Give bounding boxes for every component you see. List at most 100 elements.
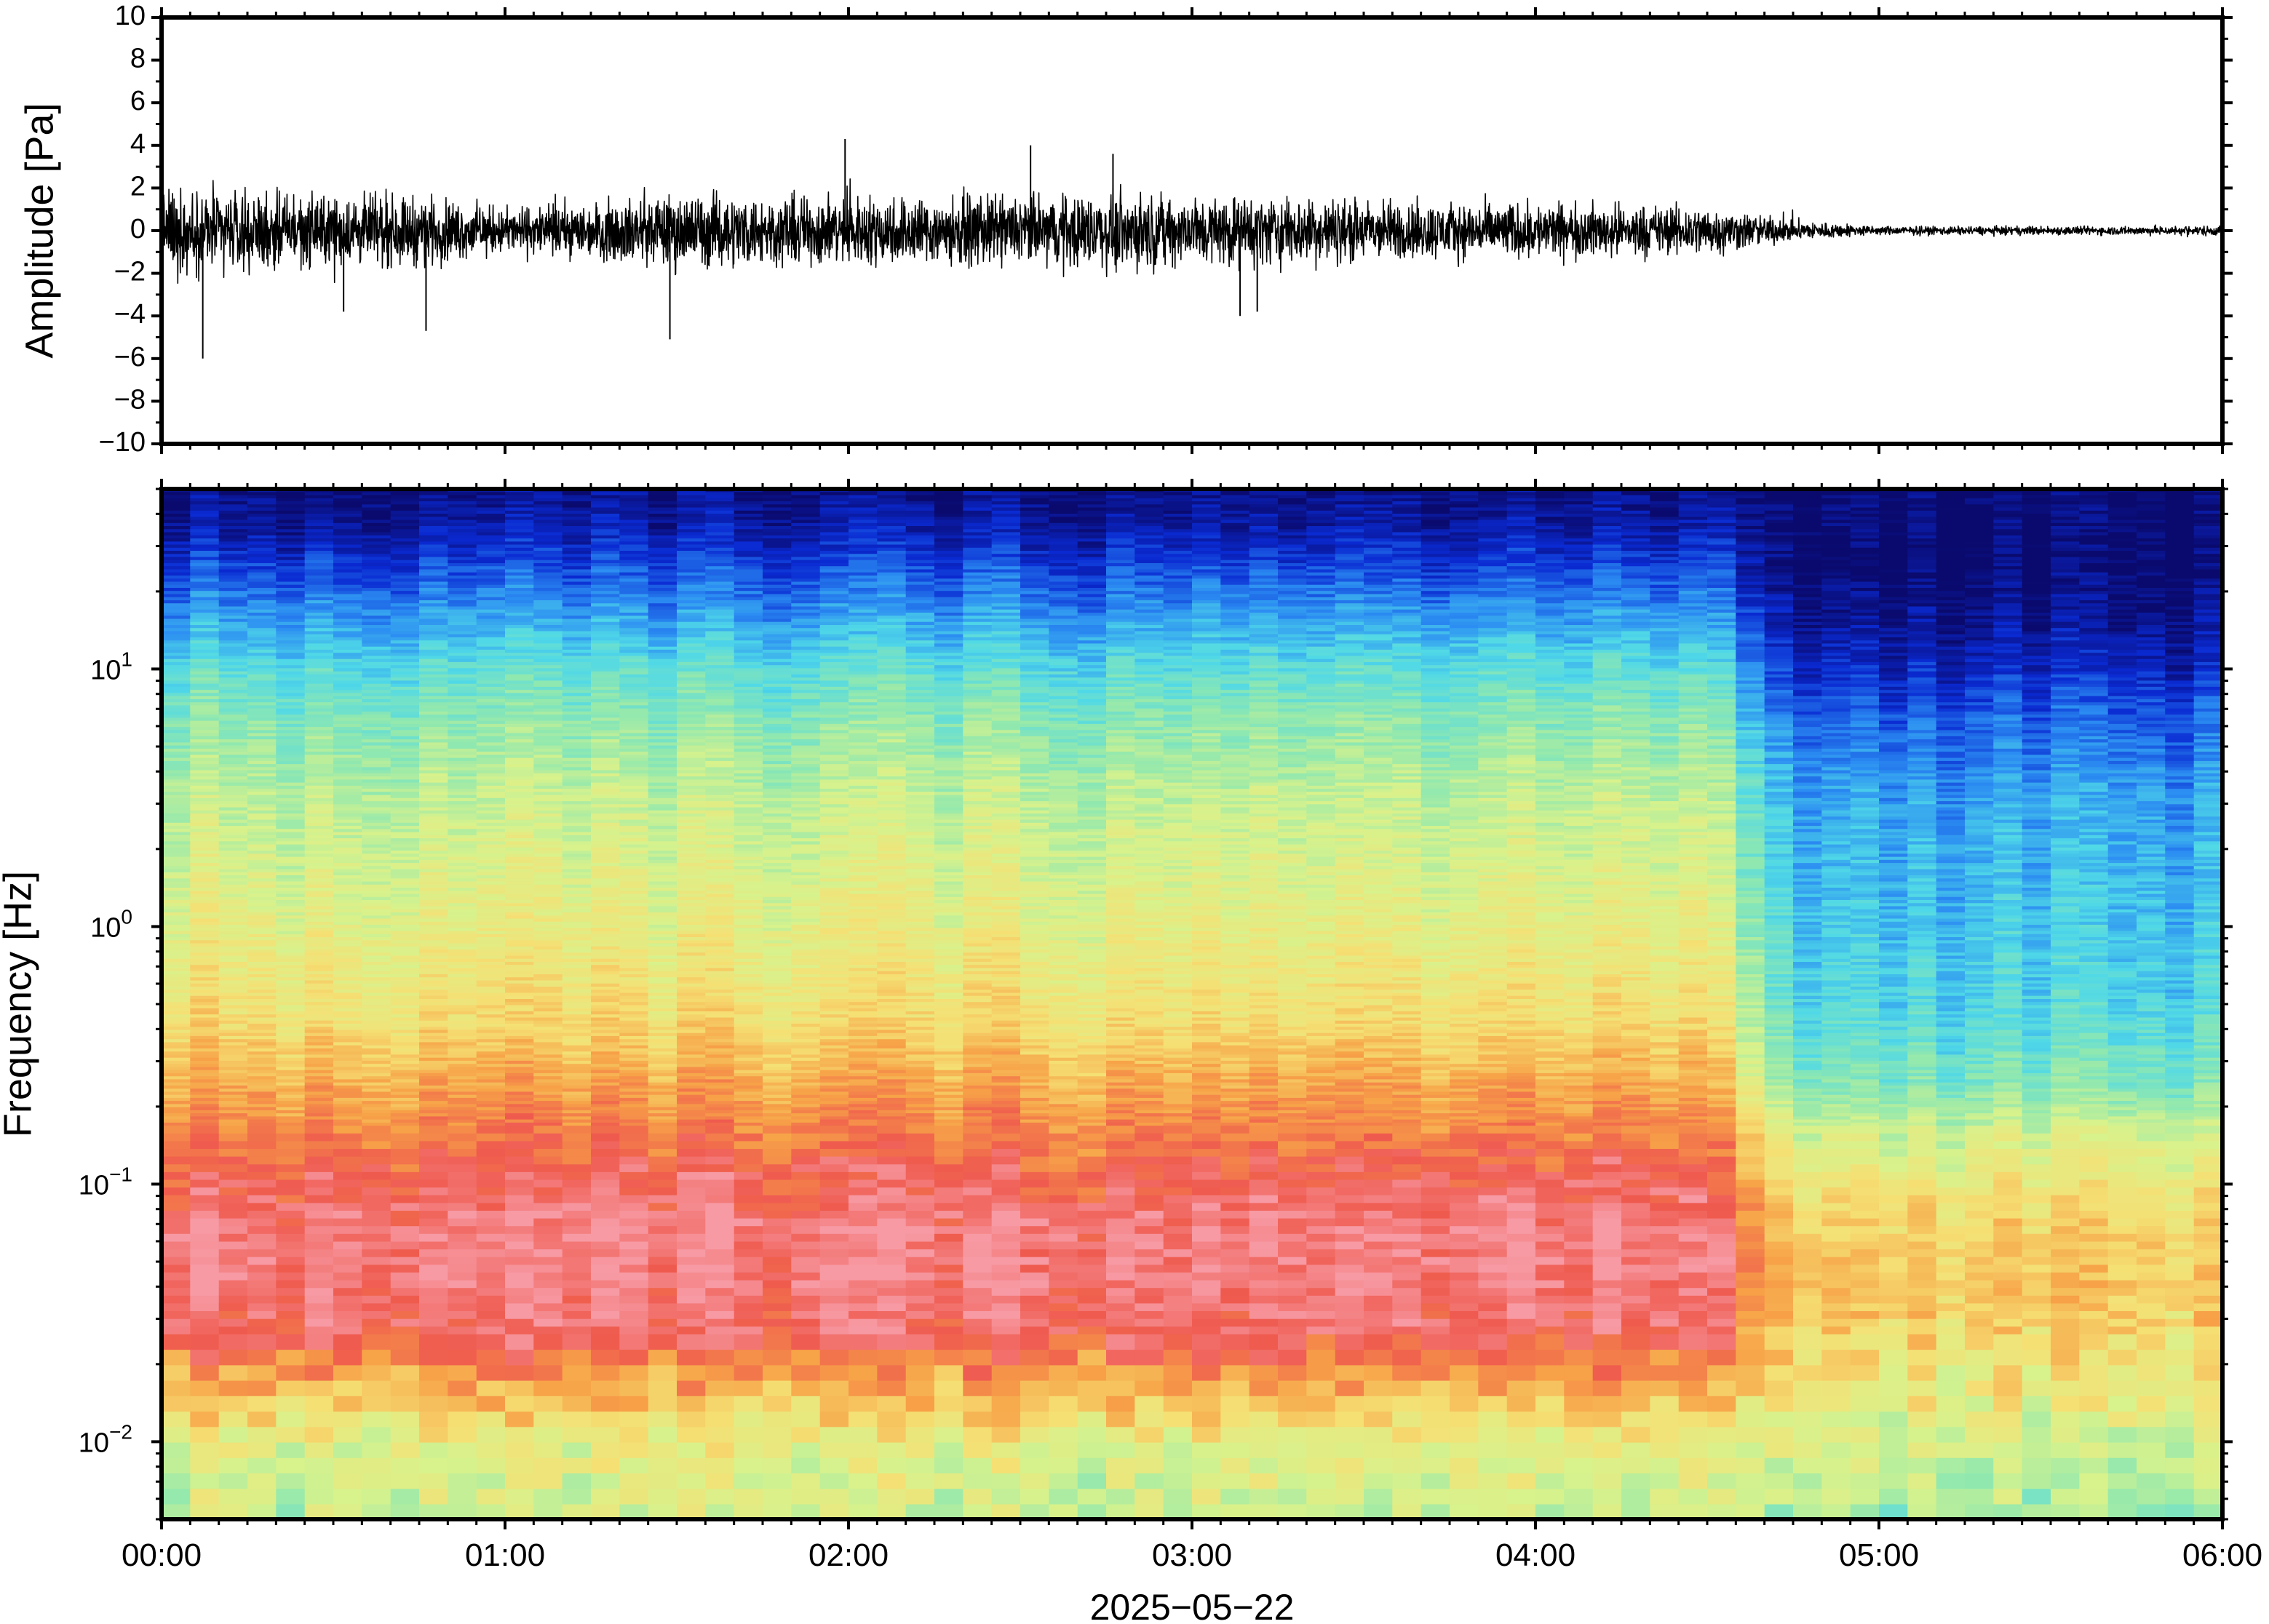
spectrogram-cell: [276, 600, 306, 604]
spectrogram-cell: [619, 1019, 649, 1024]
spectrogram-cell: [333, 707, 363, 712]
spectrogram-cell: [190, 813, 220, 817]
spectrogram-cell: [162, 810, 191, 814]
spectrogram-cell: [476, 704, 506, 709]
spectrogram-cell: [705, 602, 735, 607]
spectrogram-cell: [276, 1349, 306, 1366]
spectrogram-cell: [190, 1100, 220, 1104]
spectrogram-cell: [419, 1380, 449, 1396]
spectrogram-cell: [304, 1060, 334, 1064]
spectrogram-cell: [419, 1310, 449, 1319]
spectrogram-cell: [533, 522, 563, 526]
spectrogram-cell: [533, 890, 563, 894]
spectrogram-cell: [247, 1163, 277, 1172]
spectrogram-cell: [362, 689, 392, 693]
spectrogram-cell: [390, 1008, 420, 1011]
spectrogram-cell: [448, 1295, 477, 1304]
spectrogram-cell: [705, 1380, 735, 1396]
spectrogram-cell: [533, 837, 563, 842]
spectrogram-cell: [505, 1264, 535, 1273]
spectrogram-cell: [562, 667, 592, 672]
spectrogram-cell: [505, 637, 535, 641]
spectrogram-cell: [533, 1097, 563, 1102]
spectrogram-cell: [304, 744, 334, 749]
spectrogram-cell: [304, 810, 334, 814]
spectrogram-cell: [333, 924, 363, 928]
spectrogram-cell: [505, 850, 535, 854]
spectrogram-cell: [333, 934, 363, 937]
spectrogram-cell: [677, 1302, 707, 1311]
spectrogram-cell: [448, 1097, 477, 1102]
spectrogram-cell: [677, 1094, 707, 1098]
spectrogram-cell: [390, 541, 420, 545]
spectrogram-cell: [390, 1457, 420, 1473]
spectrogram-cell: [362, 924, 392, 928]
spectrogram-cell: [218, 1122, 248, 1126]
spectrogram-cell: [333, 797, 363, 802]
spectrogram-cell: [218, 1088, 248, 1092]
spectrogram-cell: [591, 528, 621, 533]
spectrogram-cell: [591, 1078, 621, 1083]
spectrogram-cell: [562, 1473, 592, 1489]
spectrogram-cell: [476, 744, 506, 749]
spectrogram-cell: [591, 835, 621, 839]
spectrogram-cell: [276, 1094, 306, 1098]
spectrogram-cell: [390, 1038, 420, 1043]
spectrogram-cell: [648, 1035, 677, 1040]
spectrogram-cell: [505, 562, 535, 567]
spectrogram-cell: [304, 1072, 334, 1077]
spectrogram-cell: [390, 1318, 420, 1327]
spectrogram-cell: [419, 862, 449, 867]
spectrogram-cell: [705, 535, 735, 538]
spectrogram-cell: [619, 560, 649, 563]
spectrogram-cell: [648, 1473, 677, 1489]
spectrogram-cell: [218, 1008, 248, 1011]
spectrogram-cell: [476, 597, 506, 600]
spectrogram-cell: [476, 1044, 506, 1048]
spectrogram-cell: [362, 865, 392, 869]
spectrogram-cell: [476, 1396, 506, 1412]
spectrogram-cell: [448, 670, 477, 674]
spectrogram-cell: [591, 884, 621, 888]
spectrogram-cell: [162, 856, 191, 860]
spectrogram-cell: [190, 769, 220, 773]
spectrogram-cell: [505, 720, 535, 724]
spectrogram-cell: [705, 695, 735, 699]
spectrogram-cell: [218, 1110, 248, 1114]
spectrogram-cell: [190, 1075, 220, 1080]
spectrogram-cell: [619, 837, 649, 842]
spectrogram-cell: [419, 732, 449, 736]
spectrogram-cell: [218, 682, 248, 687]
spectrogram-cell: [677, 751, 707, 755]
spectrogram-cell: [562, 698, 592, 703]
spectrogram-cell: [218, 513, 248, 517]
spectrogram-cell: [705, 510, 735, 514]
spectrogram-cell: [190, 1179, 220, 1188]
spectrogram-cell: [705, 1032, 735, 1036]
spectrogram-cell: [390, 785, 420, 789]
spectrogram-cell: [448, 884, 477, 888]
spectrogram-cell: [505, 791, 535, 795]
spectrogram-cell: [276, 958, 306, 962]
spectrogram-cell: [648, 1326, 677, 1334]
spectrogram-cell: [619, 720, 649, 724]
spectrogram-cell: [648, 1133, 677, 1142]
spectrogram-cell: [562, 1195, 592, 1203]
spectrogram-cell: [648, 976, 677, 981]
spectrogram-cell: [276, 535, 306, 538]
spectrogram-cell: [362, 853, 392, 857]
spectrogram-cell: [505, 976, 535, 981]
spectrogram-cell: [591, 1233, 621, 1242]
spectrogram-cell: [247, 1349, 277, 1366]
spectrogram-cell: [591, 803, 621, 808]
spectrogram-cell: [390, 1029, 420, 1033]
spectrogram-cell: [304, 936, 334, 941]
spectrogram-cell: [390, 689, 420, 693]
spectrogram-cell: [677, 609, 707, 613]
spectrogram-cell: [648, 680, 677, 684]
spectrogram-cell: [419, 627, 449, 632]
spectrogram-cell: [619, 682, 649, 687]
spectrogram-cell: [619, 739, 649, 743]
spectrogram-cell: [419, 572, 449, 576]
spectrogram-cell: [276, 1029, 306, 1033]
